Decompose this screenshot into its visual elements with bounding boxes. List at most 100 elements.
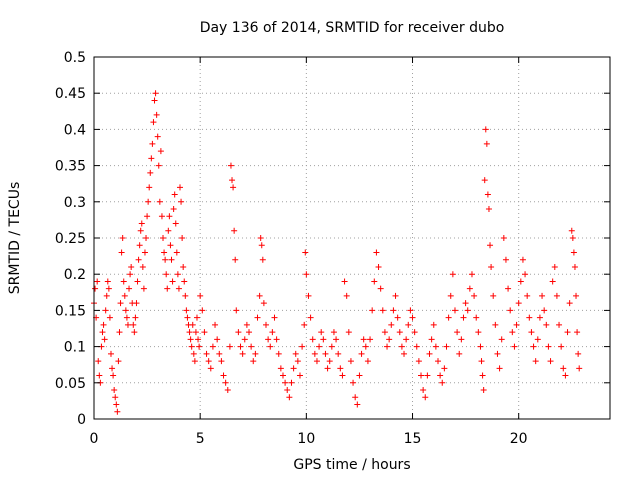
data-point xyxy=(212,321,219,328)
data-point xyxy=(177,184,183,191)
data-point xyxy=(398,343,405,350)
data-point xyxy=(256,292,263,299)
data-point xyxy=(509,329,516,336)
data-point xyxy=(170,206,177,213)
data-point xyxy=(103,292,110,299)
data-point xyxy=(94,278,101,285)
x-tick-label: 15 xyxy=(404,431,422,447)
data-point xyxy=(153,111,160,118)
data-point xyxy=(183,307,190,314)
data-point xyxy=(487,242,494,249)
data-point xyxy=(485,206,492,213)
data-point xyxy=(113,401,120,408)
data-point xyxy=(150,119,157,126)
y-tick-label: 0.2 xyxy=(64,267,86,283)
data-point xyxy=(182,292,189,299)
data-point xyxy=(468,271,475,278)
data-point xyxy=(390,307,397,314)
data-point xyxy=(320,336,327,343)
x-axis-label: GPS time / hours xyxy=(293,457,410,473)
data-point xyxy=(302,249,309,256)
data-point xyxy=(464,307,471,314)
data-point xyxy=(413,343,420,350)
data-point xyxy=(252,350,259,357)
data-point xyxy=(222,379,229,386)
data-point xyxy=(214,336,221,343)
data-point xyxy=(492,321,499,328)
data-point xyxy=(187,336,194,343)
x-tick-label: 10 xyxy=(297,431,315,447)
data-point xyxy=(498,336,505,343)
data-point xyxy=(384,343,391,350)
data-point xyxy=(290,365,297,372)
data-point xyxy=(545,343,552,350)
data-point xyxy=(134,278,141,285)
data-point xyxy=(311,350,318,357)
data-point xyxy=(328,343,335,350)
data-point xyxy=(174,271,181,278)
data-point xyxy=(130,321,137,328)
data-point xyxy=(541,307,548,314)
data-point xyxy=(547,358,554,365)
data-point xyxy=(96,372,103,379)
data-point xyxy=(462,300,469,307)
data-point xyxy=(407,307,414,314)
data-point xyxy=(180,263,187,270)
data-point xyxy=(305,292,312,299)
data-point xyxy=(430,321,437,328)
data-point xyxy=(155,162,162,169)
data-point xyxy=(232,256,239,263)
data-point xyxy=(121,292,128,299)
data-point xyxy=(172,220,179,227)
data-point xyxy=(160,235,167,241)
data-point xyxy=(405,321,412,328)
data-point xyxy=(556,321,563,328)
data-point xyxy=(437,372,444,379)
data-point xyxy=(500,235,507,241)
data-point xyxy=(483,140,490,147)
data-point xyxy=(530,343,537,350)
data-point xyxy=(205,358,212,365)
data-point xyxy=(141,249,148,256)
data-point xyxy=(131,329,138,336)
data-point xyxy=(257,235,264,241)
data-point xyxy=(458,336,465,343)
data-point xyxy=(116,329,123,336)
data-point xyxy=(526,314,533,321)
data-point xyxy=(318,329,325,336)
data-point xyxy=(184,314,191,321)
data-point xyxy=(386,336,393,343)
data-point xyxy=(190,350,197,357)
data-point xyxy=(570,249,577,256)
data-point xyxy=(574,329,581,336)
x-tick-label: 20 xyxy=(510,431,528,447)
data-point xyxy=(117,300,124,307)
data-point xyxy=(507,307,514,314)
data-point xyxy=(248,343,255,350)
data-point xyxy=(307,314,314,321)
data-point xyxy=(156,198,163,205)
data-point xyxy=(265,336,272,343)
data-point xyxy=(369,307,376,314)
data-point xyxy=(481,177,488,184)
data-point xyxy=(132,314,139,321)
data-point xyxy=(140,285,147,292)
data-point xyxy=(169,278,176,285)
data-point xyxy=(105,285,112,292)
data-point xyxy=(299,343,306,350)
data-point xyxy=(196,343,203,350)
data-point xyxy=(163,271,170,278)
data-point xyxy=(173,249,180,256)
data-point xyxy=(201,329,208,336)
data-point xyxy=(428,336,435,343)
data-point xyxy=(186,329,193,336)
data-point xyxy=(475,329,482,336)
data-point xyxy=(119,235,126,241)
y-tick-label: 0.05 xyxy=(55,376,86,392)
data-point xyxy=(284,387,291,394)
data-point xyxy=(426,350,433,357)
data-point xyxy=(502,256,509,263)
data-point xyxy=(466,285,473,292)
data-point xyxy=(107,350,114,357)
data-point xyxy=(286,394,293,401)
